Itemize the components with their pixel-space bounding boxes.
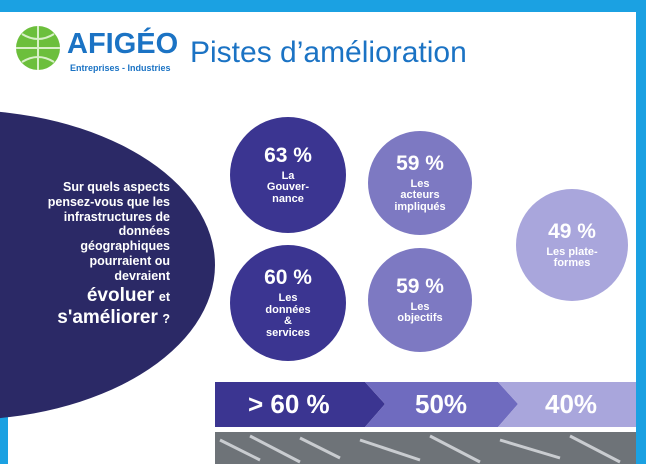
question-emphasis: évoluer [87,285,155,306]
scale-label: > 60 % [248,389,330,420]
circle-label: nance [230,194,346,206]
slide-title: Pistes d’amélioration [190,36,467,70]
question-line: pourraient ou [10,254,170,269]
circle-label: objectifs [368,313,472,325]
circle-text: 49 %Les plate-formes [516,221,628,270]
logo-tagline: Entreprises - Industries [70,63,171,73]
question: Sur quels aspects pensez-vous que les in… [10,180,170,329]
question-connector: et [159,290,170,304]
question-end: ? [162,312,170,326]
question-line: devraient [10,269,170,284]
circle-label: acteurs [368,190,472,202]
circle-label: & [230,316,346,328]
question-line: Sur quels aspects [10,180,170,195]
logo-name: AFIGÉO [67,28,178,61]
slide: AFIGÉO Entreprises - Industries Pistes d… [0,0,646,464]
circle-label: Les [230,293,346,305]
circle-label: Gouver- [230,182,346,194]
question-line: pensez-vous que les [10,195,170,210]
circle-percent: 63 % [230,145,346,167]
scale-label: 50% [415,389,467,420]
circle-label: services [230,328,346,340]
circle-label: impliqués [368,202,472,214]
circle-percent: 59 % [368,276,472,298]
circle-label: formes [516,258,628,270]
circle-percent: 59 % [368,153,472,175]
question-emphasis: s'améliorer [57,307,158,328]
scale-label: 40% [545,389,597,420]
question-line: données [10,224,170,239]
circle-percent: 60 % [230,267,346,289]
right-band [636,0,646,464]
top-band [0,0,646,12]
question-line: géographiques [10,239,170,254]
question-line: infrastructures de [10,210,170,225]
circle-percent: 49 % [516,221,628,243]
